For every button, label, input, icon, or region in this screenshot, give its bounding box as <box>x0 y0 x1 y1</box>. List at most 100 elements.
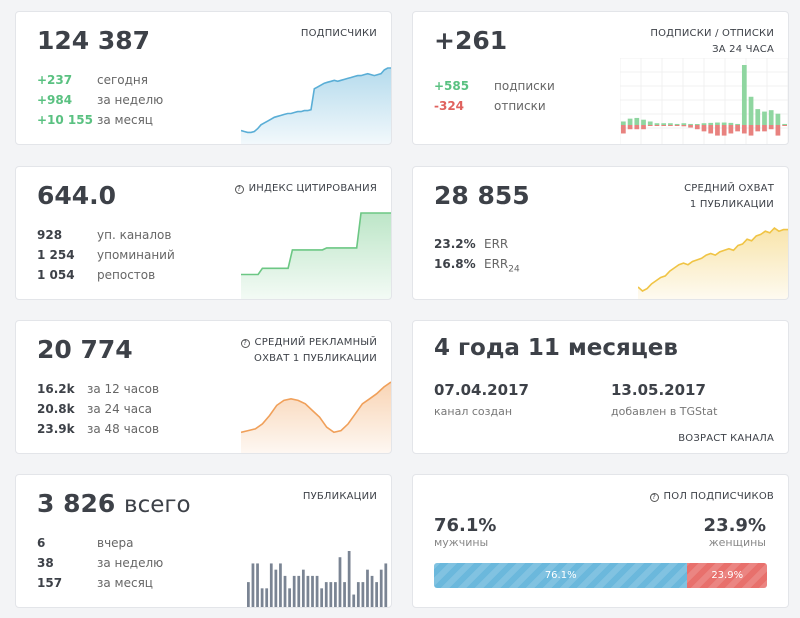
subscribe-bar <box>668 123 673 125</box>
unsubscribe-bar <box>654 125 660 126</box>
stat-row: 157 за месяц <box>37 573 163 593</box>
card-title: ПОДПИСЧИКИ <box>300 28 377 39</box>
subscribe-bar <box>715 122 720 125</box>
reach-sparkline <box>638 226 788 299</box>
subscribe-bar <box>762 111 767 125</box>
stat-value: 928 <box>37 228 63 242</box>
unsubscribe-bar <box>741 125 747 134</box>
unsubscribe-bar <box>755 125 761 132</box>
unsubscribe-bar <box>661 125 667 126</box>
publication-bar <box>283 575 287 607</box>
subscribe-bar <box>768 110 774 125</box>
publication-bar <box>288 588 291 607</box>
subscribe-bar <box>755 109 761 125</box>
subscribe-bar <box>688 123 693 125</box>
unsubscribe-bar <box>775 125 781 136</box>
unsubscribe-bar <box>721 125 727 136</box>
stat-value: 38 <box>37 556 54 570</box>
unsubscribe-bar <box>694 125 700 130</box>
stat-row: 38 за неделю <box>37 553 163 573</box>
unsubscribe-bar <box>634 125 640 130</box>
citation-card[interactable]: 644.0 ? ИНДЕКС ЦИТИРОВАНИЯ 928 уп. каналов… <box>15 166 392 300</box>
created-label: канал создан <box>434 405 513 418</box>
stat-label: за 24 часа <box>87 402 153 416</box>
unsubscribe-bar <box>681 125 687 127</box>
help-icon[interactable]: ? <box>240 339 250 348</box>
gender-card[interactable]: ? ПОЛ ПОДПИСЧИКОВ 76.1% мужчины 23.9% женщи… <box>412 474 789 608</box>
subscribers-card[interactable]: 124 387 ПОДПИСЧИКИ +237 сегодня +984 за нед… <box>15 11 392 145</box>
stat-value: -324 <box>434 99 465 113</box>
unsubscribe-bar <box>762 125 767 132</box>
citation-index: 644.0 <box>37 181 117 210</box>
subscribe-bar <box>641 119 646 125</box>
publication-bar <box>366 569 369 607</box>
subs-unsubs-card[interactable]: +261 ПОДПИСКИ / ОТПИСКИ ЗА 24 ЧАСА +585 по… <box>412 11 789 145</box>
added-label: добавлен в TGStat <box>611 405 718 418</box>
sparkline-line <box>241 67 391 134</box>
subscribe-bar <box>647 121 653 125</box>
stat-label: за месяц <box>97 113 153 127</box>
subscribe-bar <box>721 122 727 125</box>
publication-bar <box>247 582 250 607</box>
publication-bar <box>311 575 314 607</box>
stat-value: 6 <box>37 536 46 550</box>
stat-value: 23.2% <box>434 237 476 251</box>
stat-row: 1 054 репостов <box>37 265 175 285</box>
help-icon[interactable]: ? <box>649 493 659 502</box>
publication-bar <box>370 575 374 607</box>
subscribe-bar <box>735 123 740 125</box>
help-icon[interactable]: ? <box>234 185 244 194</box>
ad-reach-sparkline <box>241 381 391 453</box>
publications-card[interactable]: 3 826 всего ПУБЛИКАЦИИ 6 вчера 38 за неделю… <box>15 474 392 608</box>
unsubscribe-bar <box>728 125 734 134</box>
subscribe-bar <box>708 122 714 125</box>
reach-card[interactable]: 28 855 СРЕДНИЙ ОХВАТ 1 ПУБЛИКАЦИИ 23.2% ER… <box>412 166 789 300</box>
channel-age: 4 года 11 месяцев <box>434 335 678 361</box>
net-subscribers: +261 <box>434 26 508 55</box>
stat-subscript: 24 <box>508 264 520 275</box>
female-label: женщины <box>708 536 766 549</box>
publications-chart <box>247 551 388 607</box>
stat-value: +10 155 <box>37 113 93 127</box>
unsubscribe-bar <box>768 125 774 130</box>
stat-value: +237 <box>37 73 73 87</box>
stat-value: 20.8k <box>37 402 75 416</box>
citation-sparkline <box>241 212 391 299</box>
stat-value: 157 <box>37 576 63 590</box>
subscribe-bar <box>654 123 660 125</box>
subscribe-bar <box>775 113 781 125</box>
sparkline-area <box>241 382 391 453</box>
stat-label: подписки <box>494 79 555 93</box>
channel-age-card[interactable]: 4 года 11 месяцев 07.04.2017 канал создан… <box>412 320 789 454</box>
stat-row: 6 вчера <box>37 533 163 553</box>
unsubscribe-bar <box>735 125 740 132</box>
publication-bar <box>251 563 255 607</box>
stat-label: репостов <box>97 268 156 282</box>
publication-bar <box>265 588 269 607</box>
sparkline-area <box>241 213 391 299</box>
unsubscribe-bar <box>701 125 707 132</box>
ad-reach-card[interactable]: 20 774 ? СРЕДНИЙ РЕКЛАМНЫЙ ОХВАТ 1 ПУБЛИКА… <box>15 320 392 454</box>
subscribe-bar <box>661 123 667 125</box>
subscribe-bar <box>728 122 734 125</box>
publication-bar <box>260 588 264 607</box>
unsubscribe-bar <box>647 125 653 126</box>
sparkline-area <box>241 68 391 144</box>
stat-label: за 48 часов <box>87 422 160 436</box>
publication-bar <box>356 582 360 607</box>
stat-row: +10 155 за месяц <box>37 110 163 130</box>
unsubscribe-bar <box>641 125 646 130</box>
subscribers-count: 124 387 <box>37 26 151 55</box>
male-segment: 76.1% <box>434 563 688 588</box>
subscribe-bar <box>681 123 687 125</box>
stat-label: ERR <box>484 257 509 271</box>
publication-bar <box>301 569 305 607</box>
card-title: ? ПОЛ ПОДПИСЧИКОВ <box>649 489 774 505</box>
publication-bar <box>292 575 296 607</box>
stat-label: уп. каналов <box>97 228 172 242</box>
unsubscribe-bar <box>708 125 714 134</box>
subscribe-bar <box>634 117 640 125</box>
stat-label: за месяц <box>97 576 153 590</box>
publication-bar <box>361 582 365 607</box>
avg-ad-reach: 20 774 <box>37 335 133 364</box>
